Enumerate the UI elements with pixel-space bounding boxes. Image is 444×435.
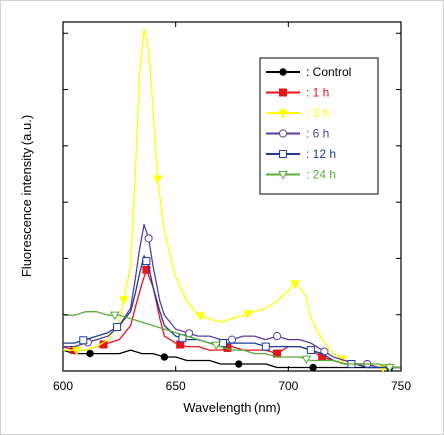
series-2 — [63, 28, 401, 373]
legend-label: : 12 h — [306, 147, 336, 161]
series-layer — [62, 28, 401, 373]
data-point — [118, 296, 129, 305]
legend-entry: : 3 h — [266, 106, 329, 120]
data-point — [152, 175, 163, 185]
x-tick-label: 600 — [53, 379, 73, 393]
legend-label: : 1 h — [306, 86, 329, 100]
legend-marker — [278, 109, 288, 119]
data-point — [195, 312, 206, 321]
data-point — [235, 360, 243, 368]
series-line — [63, 311, 401, 369]
data-point — [272, 332, 282, 341]
data-point — [242, 310, 253, 319]
series-5 — [63, 311, 401, 373]
legend-marker — [279, 68, 287, 76]
legend-marker — [279, 150, 287, 158]
legend-label: : 6 h — [306, 127, 329, 141]
series-line — [63, 223, 401, 369]
legend-entry: : 24 h — [266, 168, 336, 182]
data-point — [211, 341, 222, 351]
legend-entry: : 1 h — [266, 86, 329, 100]
legend-marker — [279, 88, 287, 97]
data-point — [227, 335, 237, 344]
data-point — [109, 311, 120, 321]
legend-entry: : 6 h — [266, 127, 329, 141]
data-point — [301, 355, 312, 365]
data-point — [142, 257, 151, 266]
data-point — [384, 364, 395, 373]
data-point — [113, 323, 122, 332]
data-point — [144, 234, 153, 243]
plot-area-border — [62, 21, 402, 372]
series-line — [62, 349, 401, 369]
data-point — [306, 346, 315, 355]
data-point — [290, 280, 300, 289]
x-axis-label: Wavelength (nm) — [183, 400, 281, 415]
data-point — [261, 342, 270, 351]
data-point — [86, 349, 94, 358]
data-point — [79, 336, 88, 345]
legend-label: : 24 h — [306, 168, 336, 182]
data-point — [71, 346, 82, 356]
y-axis-label: Fluorescence intensity (a.u.) — [19, 115, 34, 277]
ticks-layer: 600 650 700 750 — [53, 22, 411, 393]
data-point — [309, 363, 317, 372]
legend-entry: : 12 h — [266, 147, 336, 161]
legend-marker — [278, 171, 288, 180]
legend-entry: : Control — [266, 65, 351, 79]
x-tick-label: 750 — [391, 379, 411, 393]
x-tick-label: 700 — [278, 379, 298, 393]
legend-label: : Control — [306, 65, 351, 79]
legend-marker — [278, 129, 288, 138]
data-point — [160, 353, 169, 361]
series-line — [63, 28, 401, 369]
x-tick-label: 650 — [166, 379, 186, 393]
legend: : Control : 1 h : 3 h : 6 h : 12 h : 24 h — [259, 57, 379, 195]
legend-label: : 3 h — [306, 106, 329, 120]
data-point — [218, 339, 227, 348]
